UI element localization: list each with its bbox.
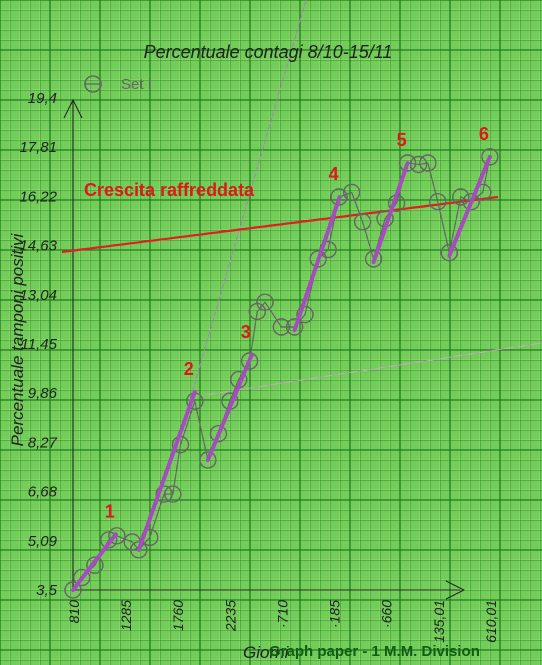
segment-label: 6 (479, 124, 489, 144)
series-line (72, 156, 491, 591)
trend-line-group (61, 195, 499, 254)
x-tick-label: ·710 (274, 600, 290, 628)
footer-text: Graph paper - 1 M.M. Division (269, 643, 480, 660)
segment-label: 1 (105, 501, 115, 521)
x-tick-label: 135,01 (431, 600, 447, 643)
data-point (209, 425, 228, 443)
y-tick-label: 9,86 (28, 385, 58, 402)
data-point (155, 485, 173, 503)
data-point (108, 527, 126, 545)
data-point (130, 541, 148, 559)
segment-label: 2 (184, 359, 194, 379)
x-axis-ticks: 810 1285 1760 2235 ·710 ·185 ·660 135,01 610,01 (66, 600, 499, 643)
x-axis-arrow-icon (445, 580, 466, 600)
legend-label: Set I (121, 76, 152, 93)
y-tick-label: 19,4 (28, 90, 57, 107)
x-tick-label: ·185 (327, 600, 343, 628)
data-point (440, 243, 458, 262)
data-point (364, 250, 383, 268)
growth-segment (447, 154, 492, 258)
data-point (419, 154, 437, 172)
x-tick-label: 2235 (222, 600, 238, 632)
data-point (409, 155, 428, 174)
data-point (462, 192, 480, 211)
data-point (99, 531, 118, 549)
segment-label: 3 (241, 322, 251, 342)
series-connector (72, 156, 491, 591)
y-tick-label: 6,68 (28, 484, 58, 501)
data-point (272, 318, 291, 336)
data-point (199, 451, 217, 469)
x-tick-label: 1760 (170, 600, 186, 631)
data-point (256, 293, 274, 311)
x-tick-label: 610,01 (483, 600, 499, 643)
growth-segments: 1 2 3 4 5 6 (71, 124, 492, 592)
data-point (240, 352, 259, 370)
data-point (452, 188, 470, 206)
axes (63, 98, 466, 600)
y-axis-ticks: 3,5 5,09 6,68 8,27 9,86 11,45 13,04 14,63 16,22 1… (19, 90, 57, 599)
trend-line-label: Crescita raffreddata (84, 180, 255, 200)
growth-segment (292, 195, 342, 333)
y-tick-label: 11,45 (21, 336, 58, 353)
data-point (343, 183, 361, 202)
segment-label: 5 (397, 130, 407, 150)
data-point (164, 485, 182, 503)
x-tick-label: ·660 (379, 600, 395, 628)
construction-lines (189, 0, 542, 401)
construction-line (197, 342, 542, 397)
growth-segment (371, 161, 410, 264)
y-tick-label: 8,27 (28, 434, 58, 451)
legend-marker-icon (84, 75, 102, 93)
legend: Set I (84, 75, 152, 93)
growth-segment (136, 390, 197, 552)
data-point (398, 154, 417, 172)
data-point (73, 568, 91, 587)
data-point (285, 318, 304, 336)
data-point (429, 192, 447, 211)
x-tick-label: 810 (66, 600, 82, 624)
y-tick-label: 13,04 (19, 287, 57, 304)
growth-segment (71, 532, 118, 592)
data-point (353, 213, 372, 231)
y-tick-label: 16,22 (19, 188, 57, 205)
x-tick-label: 1285 (118, 600, 134, 631)
y-tick-label: 3,5 (36, 582, 58, 599)
data-point (309, 250, 327, 268)
y-axis-label: Percentuale tamponi positivi (8, 232, 27, 446)
y-axis-arrow-icon (63, 98, 83, 119)
trend-line (61, 195, 499, 254)
chart-title: Percentuale contagi 8/10-15/11 (144, 42, 393, 62)
data-point (64, 581, 82, 599)
data-point (86, 556, 104, 574)
data-point (296, 305, 314, 324)
growth-segment (205, 352, 254, 462)
construction-line (189, 0, 307, 401)
x-axis-label: Giorni (243, 643, 290, 662)
y-tick-label: 14,63 (19, 238, 57, 255)
y-tick-label: 5,09 (28, 533, 58, 550)
data-point (481, 148, 499, 166)
segment-label: 4 (329, 164, 339, 184)
y-tick-label: 17,81 (19, 139, 57, 156)
